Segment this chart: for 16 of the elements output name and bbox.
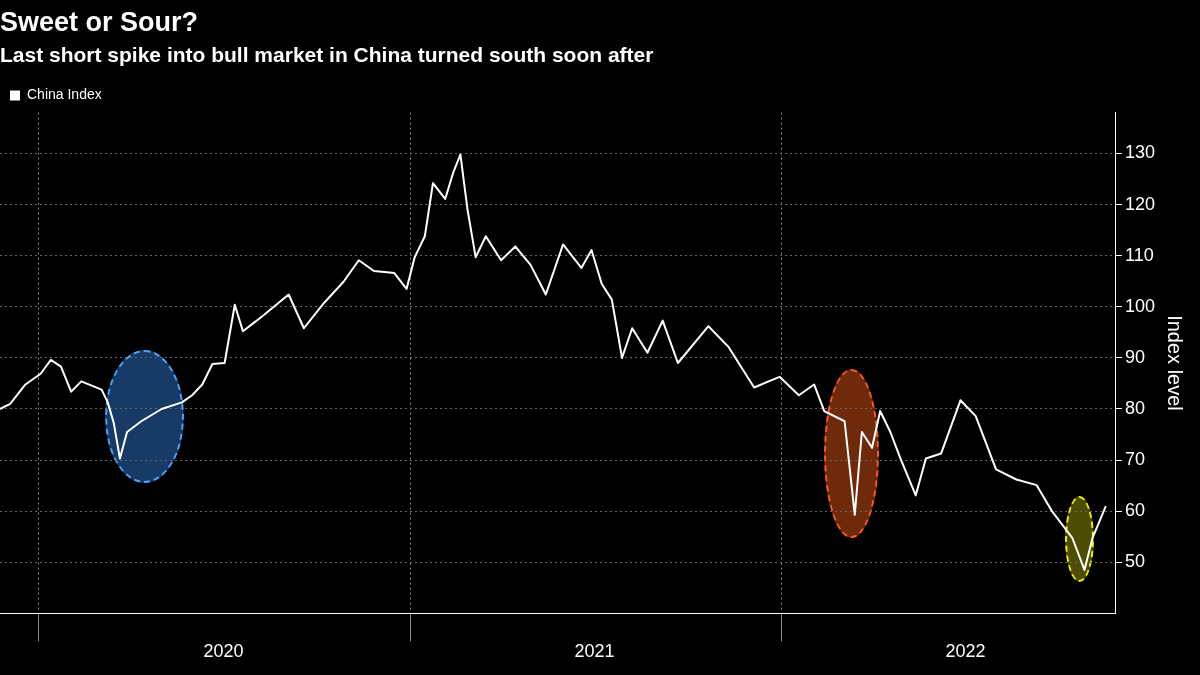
y-tick-label: 60 [1124, 500, 1145, 521]
y-tick-label: 110 [1124, 244, 1154, 265]
y-tick-label: 90 [1124, 346, 1145, 367]
legend-label: China Index [27, 86, 102, 103]
y-tick-label: 50 [1124, 551, 1145, 572]
y-tick-label: 120 [1124, 193, 1156, 214]
chart-subtitle: Last short spike into bull market in China turned south soon after [0, 42, 654, 66]
y-tick-label: 80 [1124, 397, 1145, 418]
y-axis-title: Index level [1164, 315, 1187, 411]
y-tick-label: 100 [1124, 295, 1156, 316]
x-tick-label: 2021 [574, 641, 615, 662]
y-tick-label: 70 [1124, 449, 1145, 470]
x-tick-label: 2022 [945, 641, 986, 662]
x-tick-label: 2020 [203, 641, 244, 662]
chart-title: Sweet or Sour? [0, 6, 199, 37]
y-tick-label: 130 [1124, 142, 1156, 163]
